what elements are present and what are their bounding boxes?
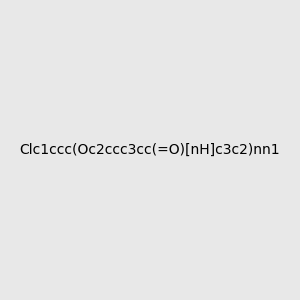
- Text: Clc1ccc(Oc2ccc3cc(=O)[nH]c3c2)nn1: Clc1ccc(Oc2ccc3cc(=O)[nH]c3c2)nn1: [20, 143, 280, 157]
